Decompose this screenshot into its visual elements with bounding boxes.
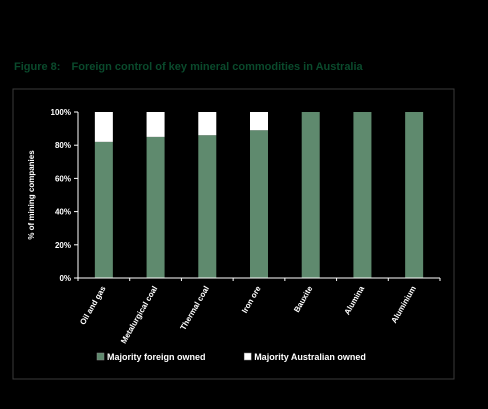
y-tick-label: 60% (55, 174, 71, 183)
bar-foreign (146, 136, 165, 278)
bar-australian (198, 112, 217, 136)
y-tick-label: 20% (55, 241, 71, 250)
figure-label: Figure 8: (14, 61, 61, 73)
bar-australian (250, 112, 268, 131)
bar-australian (94, 112, 113, 142)
bar-foreign (250, 130, 268, 278)
bar-foreign (405, 112, 424, 278)
y-axis: 0% 20% 40% 60% 80% 100% (51, 108, 79, 283)
bar-foreign (198, 135, 217, 278)
y-tick-label: 100% (51, 108, 71, 117)
bar-australian (146, 112, 165, 137)
figure-caption: Foreign control of key mineral commoditi… (71, 61, 363, 73)
y-tick-label: 80% (55, 141, 71, 150)
figure-title: Figure 8: Foreign control of key mineral… (14, 61, 363, 73)
legend-label: Majority Australian owned (254, 352, 366, 362)
legend: Majority foreign owned Majority Australia… (96, 352, 366, 362)
bar-foreign (94, 141, 113, 278)
y-tick-label: 0% (59, 274, 71, 283)
bar-foreign (353, 112, 372, 278)
legend-label: Majority foreign owned (107, 352, 206, 362)
bar-foreign (301, 112, 320, 278)
chart-frame (12, 88, 455, 380)
legend-swatch-australian (243, 352, 252, 361)
y-axis-title: % of mining companies (27, 150, 36, 240)
y-tick-label: 40% (55, 208, 71, 217)
bars (94, 112, 424, 278)
legend-swatch-foreign (96, 352, 105, 361)
